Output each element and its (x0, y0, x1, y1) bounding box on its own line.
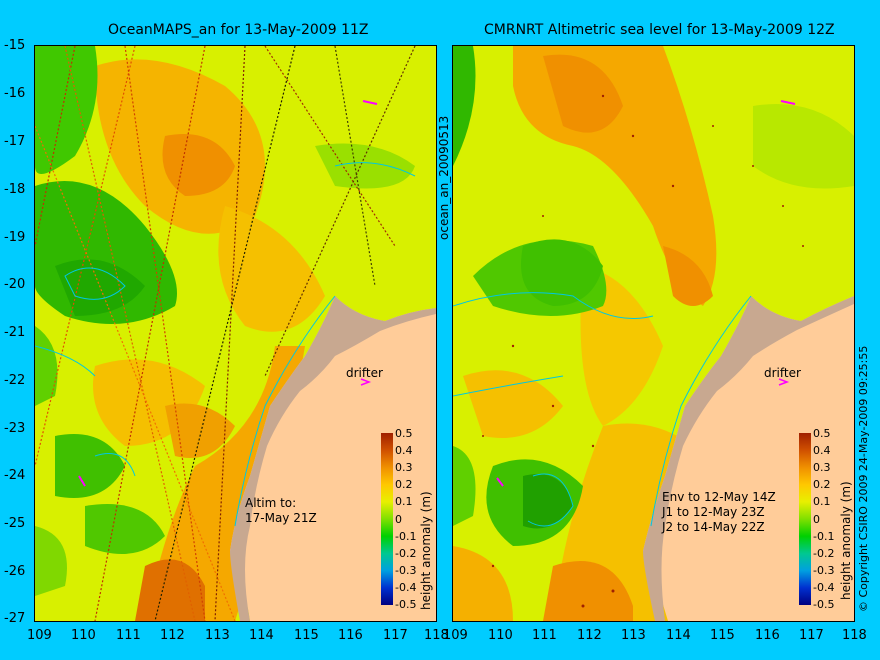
lon-tick: 117 (383, 628, 408, 643)
lon-tick: 110 (488, 628, 513, 643)
lon-tick: 110 (71, 628, 96, 643)
lon-tick: 112 (160, 628, 185, 643)
cb-tick: 0.5 (395, 427, 413, 440)
cb-tick: 0.4 (813, 444, 831, 457)
left-colorbar: 0.5 0.4 0.3 0.2 0.1 0 -0.1 -0.2 -0.3 -0.… (381, 427, 421, 613)
lon-tick: 111 (116, 628, 141, 643)
lat-tick: -25 (4, 516, 26, 531)
cb-tick: -0.4 (813, 581, 835, 594)
lon-tick: 109 (27, 628, 52, 643)
lon-tick: 115 (294, 628, 319, 643)
right-drifter-label: drifter (764, 366, 801, 380)
right-note-line-1: Env to 12-May 14Z (662, 490, 776, 504)
lat-tick: -16 (4, 86, 26, 101)
cb-tick: -0.5 (813, 598, 835, 611)
right-note-line-3: J2 to 14-May 22Z (662, 520, 765, 534)
lon-tick: 115 (710, 628, 735, 643)
lon-tick: 118 (842, 628, 867, 643)
lon-tick: 116 (338, 628, 363, 643)
lon-tick: 114 (249, 628, 274, 643)
cb-tick: -0.3 (813, 564, 835, 577)
lon-tick: 112 (577, 628, 602, 643)
left-drifter-label: drifter (346, 366, 383, 380)
lat-tick: -17 (4, 134, 26, 149)
right-map (452, 45, 855, 622)
lat-tick: -19 (4, 230, 26, 245)
cb-tick: 0.3 (395, 461, 413, 474)
left-map-title: OceanMAPS_an for 13-May-2009 11Z (108, 22, 369, 38)
lon-tick: 111 (532, 628, 557, 643)
left-altim-note: Altim to: 17-May 21Z (245, 496, 317, 526)
cb-tick: -0.1 (813, 530, 835, 543)
copyright-label: © Copyright CSIRO 2009 24-May-2009 09:25… (857, 345, 870, 612)
run-id-label: ocean_an_20090513 (437, 115, 451, 240)
right-note-line-2: J1 to 12-May 23Z (662, 505, 765, 519)
cb-tick: -0.1 (395, 530, 417, 543)
lon-tick: 116 (755, 628, 780, 643)
lat-tick: -26 (4, 564, 26, 579)
lat-tick: -24 (4, 468, 26, 483)
lat-tick: -20 (4, 277, 26, 292)
lon-tick: 117 (799, 628, 824, 643)
cb-tick: -0.5 (395, 598, 417, 611)
lat-tick: -22 (4, 373, 26, 388)
left-note-line-1: Altim to: (245, 496, 297, 510)
left-colorbar-gradient (381, 433, 393, 605)
cb-tick: 0.4 (395, 444, 413, 457)
lon-tick: 113 (205, 628, 230, 643)
cb-tick: 0.2 (813, 478, 831, 491)
right-source-note: Env to 12-May 14Z J1 to 12-May 23Z J2 to… (662, 490, 776, 535)
cb-tick: 0.2 (395, 478, 413, 491)
right-colorbar: 0.5 0.4 0.3 0.2 0.1 0 -0.1 -0.2 -0.3 -0.… (799, 427, 839, 613)
lat-tick: -18 (4, 182, 26, 197)
lon-tick: 109 (443, 628, 468, 643)
cb-tick: -0.2 (813, 547, 835, 560)
left-map (34, 45, 437, 622)
lat-tick: -23 (4, 421, 26, 436)
right-colorbar-label: height anomaly (m) (839, 481, 853, 600)
cb-tick: 0.1 (395, 495, 413, 508)
lat-tick: -15 (4, 38, 26, 53)
lon-tick: 118 (424, 628, 449, 643)
cb-tick: 0.1 (813, 495, 831, 508)
cb-tick: -0.3 (395, 564, 417, 577)
right-colorbar-gradient (799, 433, 811, 605)
left-note-line-2: 17-May 21Z (245, 511, 317, 525)
cb-tick: 0 (813, 513, 820, 526)
cb-tick: 0.3 (813, 461, 831, 474)
cb-tick: 0.5 (813, 427, 831, 440)
right-map-title: CMRNRT Altimetric sea level for 13-May-2… (484, 22, 835, 38)
cb-tick: -0.2 (395, 547, 417, 560)
lon-tick: 113 (621, 628, 646, 643)
cb-tick: -0.4 (395, 581, 417, 594)
cb-tick: 0 (395, 513, 402, 526)
lat-tick: -27 (4, 611, 26, 626)
left-colorbar-label: height anomaly (m) (419, 491, 433, 610)
lon-tick: 114 (666, 628, 691, 643)
lat-tick: -21 (4, 325, 26, 340)
